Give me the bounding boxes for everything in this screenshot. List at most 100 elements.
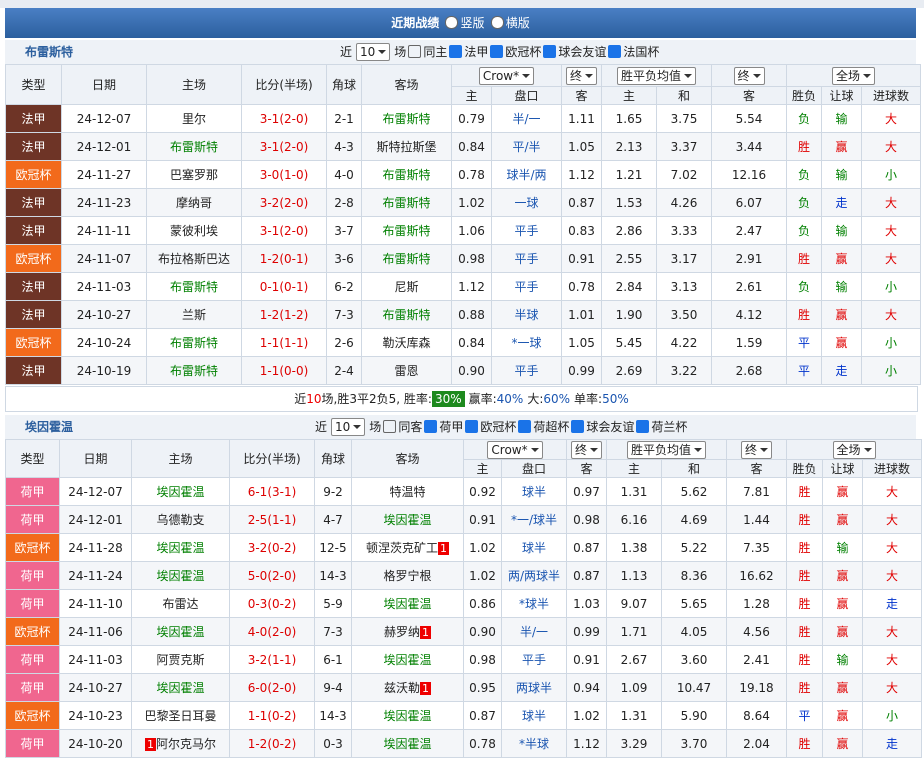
away-cell: 斯特拉斯堡 bbox=[361, 132, 452, 161]
odds-cell: 0.99 bbox=[566, 617, 607, 646]
odds-cell: 0.87 bbox=[463, 701, 502, 730]
odds-cell: 5.65 bbox=[660, 589, 728, 618]
select[interactable]: 终 bbox=[565, 66, 597, 85]
result-cell: 走 bbox=[862, 589, 923, 618]
checkbox-label[interactable]: 同主 bbox=[423, 45, 448, 59]
checkbox[interactable] bbox=[543, 45, 557, 58]
match-row: 法甲 24-10-19 布雷斯特 1-1(0-0) 2-4 雷恩 0.90 平手 0.99 2.6… bbox=[5, 356, 922, 385]
result-cell: 小 bbox=[861, 356, 922, 385]
count-select[interactable]: 10 bbox=[331, 418, 366, 436]
select[interactable]: 全场 bbox=[832, 66, 876, 85]
checkbox-label[interactable]: 荷超杯 bbox=[533, 420, 570, 434]
checkbox[interactable] bbox=[636, 420, 650, 433]
odds-cell: 5.62 bbox=[660, 477, 728, 506]
odds-cell: 1.02 bbox=[463, 561, 502, 590]
checkbox-label[interactable]: 球会友谊 bbox=[586, 420, 635, 434]
corner-cell: 7-3 bbox=[326, 300, 362, 329]
result-cell: 小 bbox=[861, 160, 922, 189]
away-cell: 布雷斯特 bbox=[361, 244, 452, 273]
checkbox-label[interactable]: 欧冠杯 bbox=[480, 420, 517, 434]
odds-cell: 1.05 bbox=[561, 132, 602, 161]
radio[interactable] bbox=[445, 16, 459, 29]
radio-label[interactable]: 横版 bbox=[505, 16, 530, 30]
match-row: 荷甲 24-12-01 乌德勒支 2-5(1-1) 4-7 埃因霍温 0.91 *一/球半 0.… bbox=[5, 505, 923, 534]
date-cell: 24-11-10 bbox=[59, 589, 132, 618]
match-row: 法甲 24-11-03 布雷斯特 0-1(0-1) 6-2 尼斯 1.12 平手 0.78 2.8… bbox=[5, 272, 922, 301]
away-cell: 尼斯 bbox=[361, 272, 452, 301]
odds-cell: 1.65 bbox=[601, 104, 657, 133]
odds-cell: 1.59 bbox=[711, 328, 788, 357]
team: 勒沃库森 bbox=[382, 336, 431, 350]
score-cell: 0-1(0-1) bbox=[241, 272, 327, 301]
checkbox[interactable] bbox=[383, 420, 397, 433]
result-cell: 胜 bbox=[786, 673, 824, 702]
header-cell: 胜平负均值 bbox=[605, 439, 728, 460]
section-header: 埃因霍温 近 10 场 同客 荷甲 欧冠杯 荷超杯 球会友谊 荷兰杯 bbox=[5, 415, 916, 439]
header-cell: 类型 bbox=[5, 64, 62, 105]
away-cell: 勒沃库森 bbox=[361, 328, 452, 357]
odds-cell: 7.02 bbox=[655, 160, 713, 189]
header-cell: 客 bbox=[566, 459, 607, 478]
odds-cell: 1.11 bbox=[561, 104, 602, 133]
odds-cell: 1.03 bbox=[566, 589, 607, 618]
team: 特温特 bbox=[389, 485, 426, 499]
result-cell: 胜 bbox=[786, 589, 824, 618]
select[interactable]: Crow* bbox=[478, 66, 535, 85]
checkbox-label[interactable]: 法国杯 bbox=[623, 45, 660, 59]
select[interactable]: Crow* bbox=[487, 440, 543, 459]
checkbox[interactable] bbox=[518, 420, 532, 433]
checkbox-label[interactable]: 荷甲 bbox=[439, 420, 464, 434]
checkbox[interactable] bbox=[424, 420, 438, 433]
team: 布雷斯特 bbox=[169, 280, 218, 294]
odds-cell: 0.78 bbox=[463, 729, 502, 758]
home-cell: 布拉格斯巴达 bbox=[146, 244, 242, 273]
checkbox[interactable] bbox=[490, 45, 504, 58]
odds-cell: 0.86 bbox=[463, 589, 502, 618]
select[interactable]: 终 bbox=[741, 440, 773, 459]
summary-text: 30% bbox=[431, 391, 465, 407]
radio[interactable] bbox=[490, 16, 504, 29]
select[interactable]: 胜平负均值 bbox=[617, 66, 697, 85]
checkbox-label[interactable]: 法甲 bbox=[464, 45, 489, 59]
select[interactable]: 终 bbox=[570, 440, 602, 459]
radio-label[interactable]: 竖版 bbox=[460, 16, 485, 30]
home-cell: 摩纳哥 bbox=[146, 188, 242, 217]
odds-cell: 1.09 bbox=[606, 673, 662, 702]
select[interactable]: 终 bbox=[733, 66, 765, 85]
odds-cell: 球半/两 bbox=[491, 160, 562, 189]
checkbox[interactable] bbox=[465, 420, 479, 433]
odds-cell: 2.55 bbox=[601, 244, 657, 273]
checkbox-label[interactable]: 同客 bbox=[398, 420, 423, 434]
corner-cell: 12-5 bbox=[314, 533, 352, 562]
count-select[interactable]: 10 bbox=[356, 43, 391, 61]
date-cell: 24-11-27 bbox=[61, 160, 147, 189]
checkbox[interactable] bbox=[449, 45, 463, 58]
select[interactable]: 胜平负均值 bbox=[627, 440, 707, 459]
odds-cell: 0.91 bbox=[561, 244, 602, 273]
result-cell: 输 bbox=[821, 216, 863, 245]
home-cell: 埃因霍温 bbox=[131, 673, 230, 702]
odds-cell: 1.31 bbox=[606, 477, 662, 506]
header-row: 类型 日期 主场 比分(半场) 角球 客场 Crow* 终 胜平负均值 终 全场 bbox=[5, 64, 922, 105]
team: 巴塞罗那 bbox=[169, 168, 218, 182]
checkbox[interactable] bbox=[608, 45, 622, 58]
checkbox-label[interactable]: 球会友谊 bbox=[558, 45, 607, 59]
odds-cell: 2.86 bbox=[601, 216, 657, 245]
odds-cell: 球半 bbox=[501, 477, 567, 506]
checkbox[interactable] bbox=[408, 45, 422, 58]
checkbox[interactable] bbox=[571, 420, 585, 433]
odds-cell: 1.01 bbox=[561, 300, 602, 329]
odds-cell: 5.45 bbox=[601, 328, 657, 357]
result-cell: 赢 bbox=[822, 729, 864, 758]
select[interactable]: 全场 bbox=[832, 440, 876, 459]
match-row: 欧冠杯 24-11-27 巴塞罗那 3-0(1-0) 4-0 布雷斯特 0.78 球半/两 1.… bbox=[5, 160, 922, 189]
team: 阿贾克斯 bbox=[156, 653, 205, 667]
checkbox-label[interactable]: 欧冠杯 bbox=[505, 45, 542, 59]
date-cell: 24-12-01 bbox=[59, 505, 132, 534]
checkbox-label[interactable]: 荷兰杯 bbox=[651, 420, 688, 434]
header-cell: 客 bbox=[711, 86, 788, 105]
odds-cell: 5.90 bbox=[660, 701, 728, 730]
corner-cell: 4-7 bbox=[314, 505, 352, 534]
filter-text: 场 bbox=[369, 420, 382, 434]
type-cell: 荷甲 bbox=[5, 729, 60, 758]
